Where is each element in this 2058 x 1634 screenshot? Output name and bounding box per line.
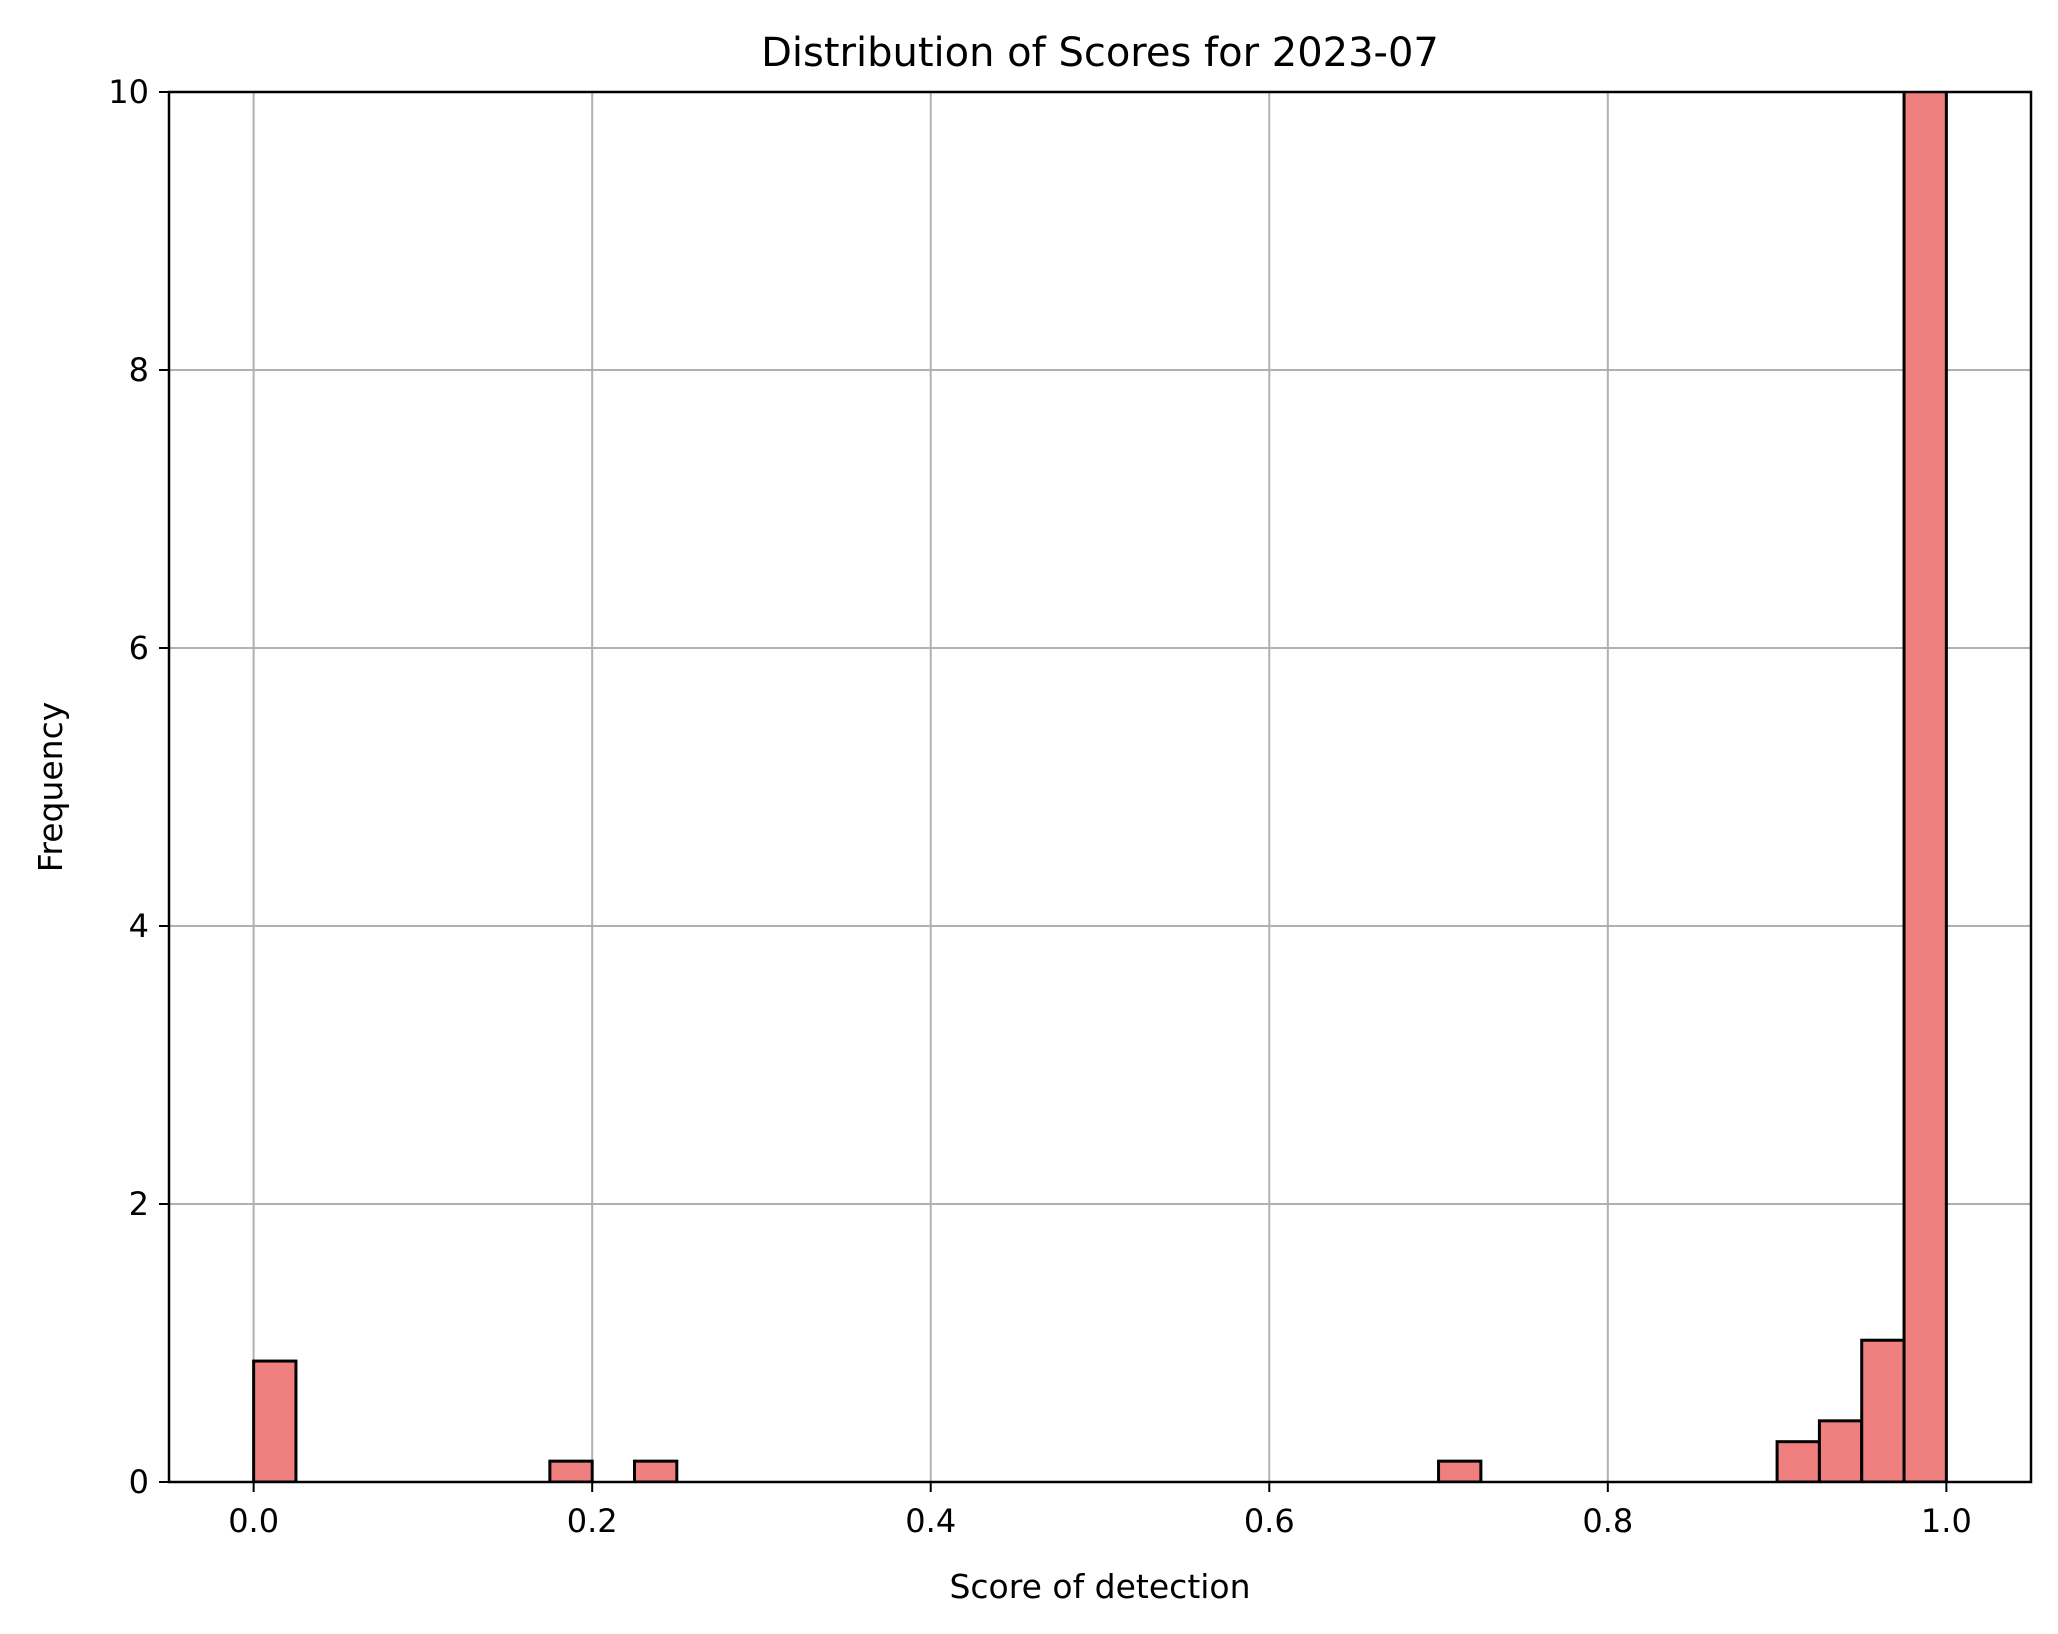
x-tick-label: 0.6 bbox=[1244, 1502, 1295, 1540]
y-axis-ticks: 0 2 4 6 8 10 bbox=[108, 73, 169, 1501]
x-tick-label: 0.2 bbox=[567, 1502, 618, 1540]
x-tick-label: 0.4 bbox=[905, 1502, 956, 1540]
x-tick-label: 1.0 bbox=[1921, 1502, 1972, 1540]
histogram-bar bbox=[1817, 1419, 1864, 1482]
y-tick-label: 2 bbox=[129, 1185, 149, 1223]
y-tick-label: 6 bbox=[129, 629, 149, 667]
grid-lines bbox=[169, 91, 2031, 1483]
y-tick-label: 0 bbox=[129, 1463, 149, 1501]
histogram-bar bbox=[1902, 92, 1948, 1482]
chart-title: Distribution of Scores for 2023-07 bbox=[761, 30, 1439, 76]
histogram-bar bbox=[548, 1459, 594, 1482]
histogram-bar bbox=[1860, 1338, 1906, 1482]
histogram-bar bbox=[633, 1459, 679, 1482]
x-axis-ticks: 0.0 0.2 0.4 0.6 0.8 1.0 bbox=[228, 1482, 1972, 1540]
x-tick-label: 0.0 bbox=[228, 1502, 279, 1540]
y-tick-label: 4 bbox=[129, 907, 149, 945]
plot-frame bbox=[167, 90, 2033, 1484]
y-tick-label: 10 bbox=[108, 73, 149, 111]
y-axis-label: Frequency bbox=[31, 702, 70, 872]
x-tick-label: 0.8 bbox=[1582, 1502, 1633, 1540]
y-tick-label: 8 bbox=[129, 351, 149, 389]
histogram-bar bbox=[1437, 1459, 1483, 1482]
x-axis-label: Score of detection bbox=[949, 1567, 1250, 1606]
histogram-bar bbox=[252, 1359, 298, 1482]
histogram-bar bbox=[1775, 1440, 1821, 1482]
histogram-bars bbox=[252, 92, 1948, 1482]
